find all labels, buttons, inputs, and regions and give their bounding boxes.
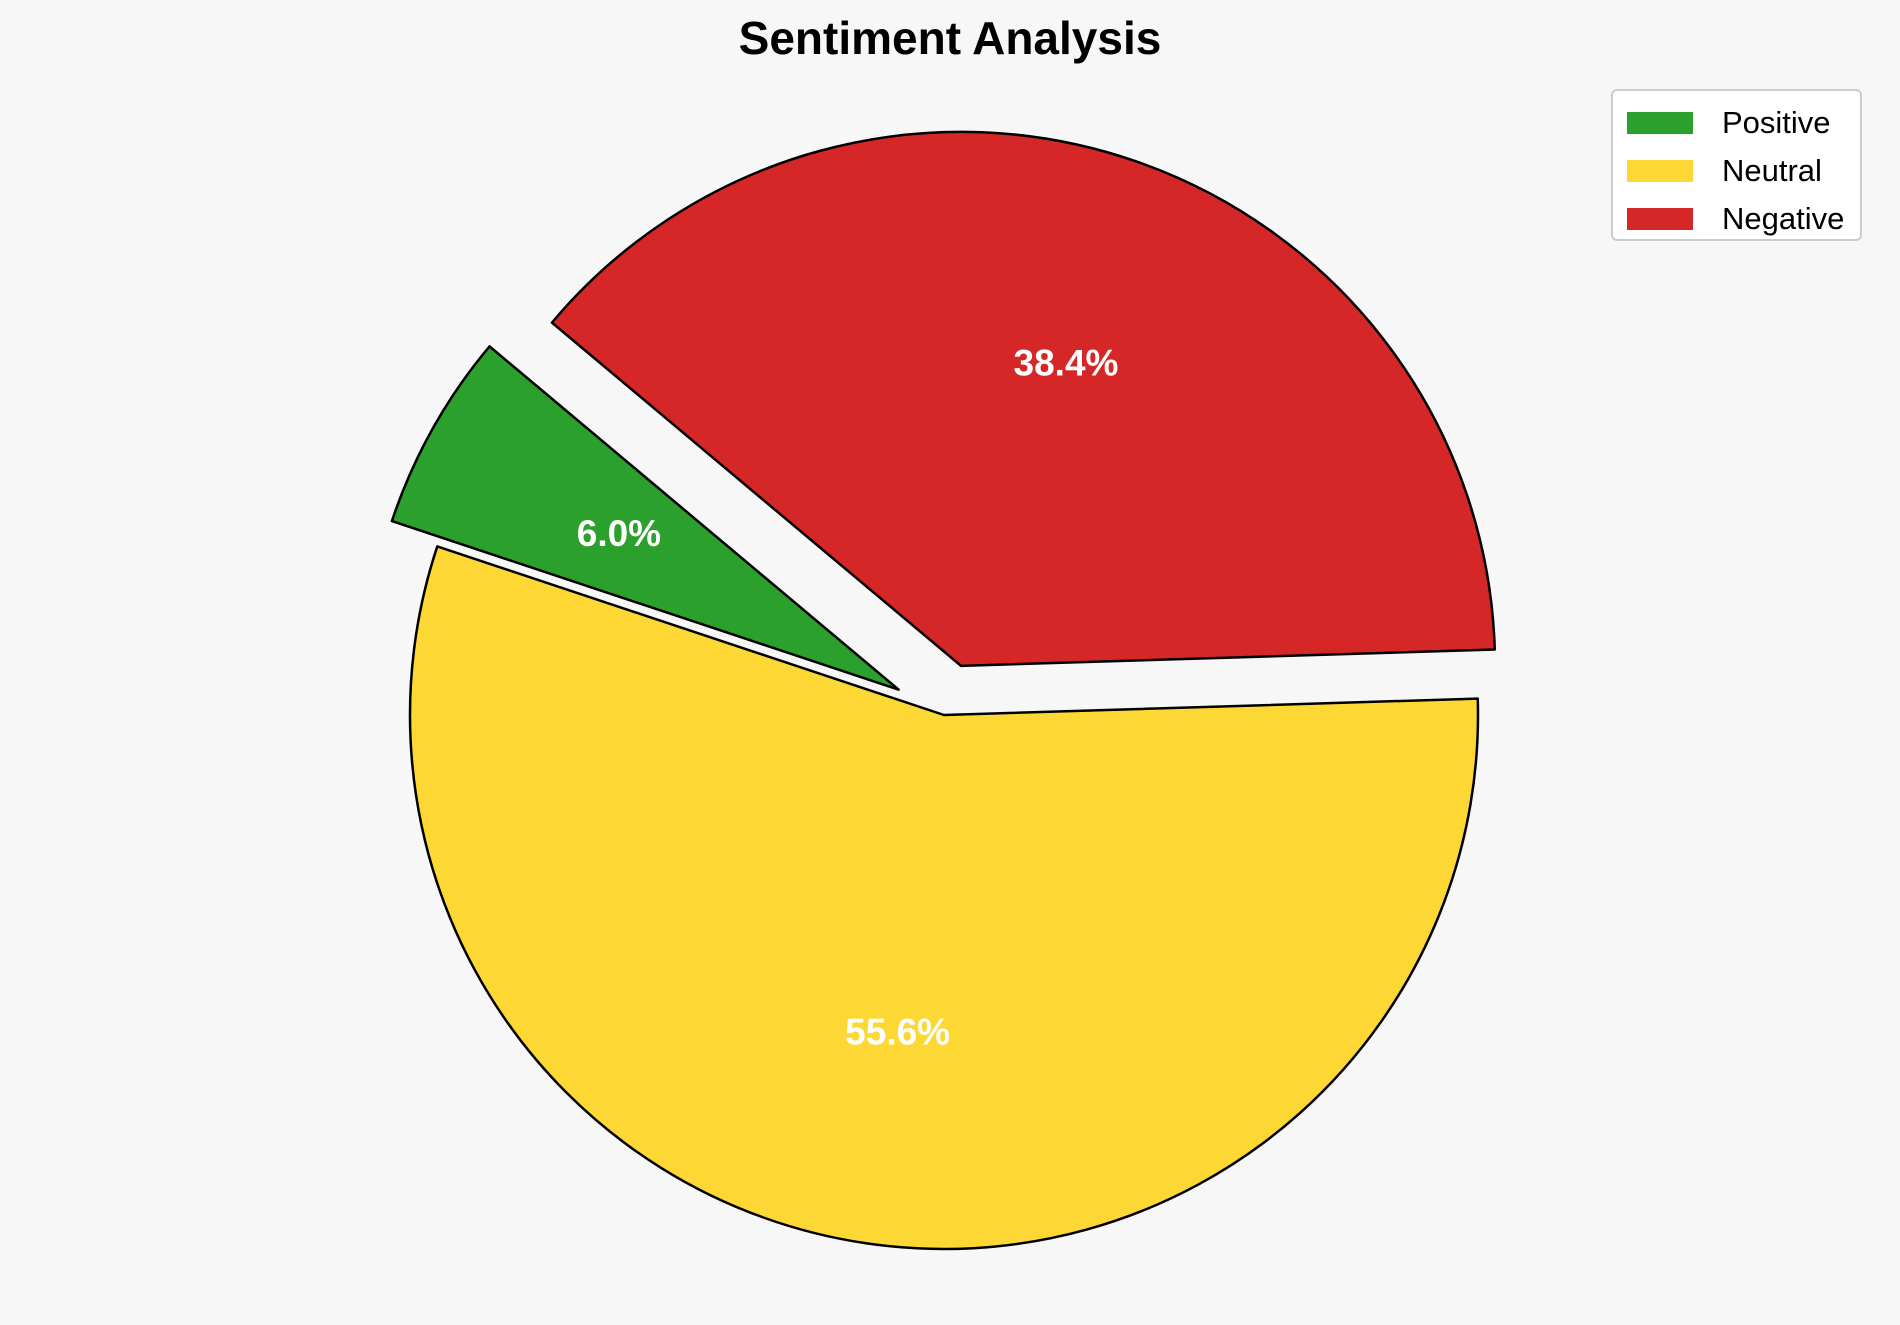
legend: Positive Neutral Negative: [1611, 89, 1862, 241]
legend-swatch-neutral: [1627, 160, 1693, 182]
legend-item-neutral: Neutral: [1627, 151, 1822, 191]
legend-label-neutral: Neutral: [1722, 153, 1822, 188]
pie-slice-positive: [390, 345, 900, 691]
legend-item-positive: Positive: [1627, 103, 1831, 143]
slice-label-positive: 6.0%: [577, 513, 661, 554]
legend-swatch-negative: [1627, 208, 1693, 230]
pie-slice-negative: [550, 130, 1497, 668]
pie-slice-neutral: [408, 545, 1480, 1251]
slice-label-negative: 38.4%: [1014, 343, 1119, 384]
chart-title: Sentiment Analysis: [738, 12, 1162, 64]
legend-item-negative: Negative: [1627, 199, 1844, 239]
legend-label-negative: Negative: [1722, 201, 1845, 236]
legend-label-positive: Positive: [1722, 105, 1831, 140]
slice-label-neutral: 55.6%: [845, 1012, 950, 1053]
legend-swatch-positive: [1627, 112, 1693, 134]
